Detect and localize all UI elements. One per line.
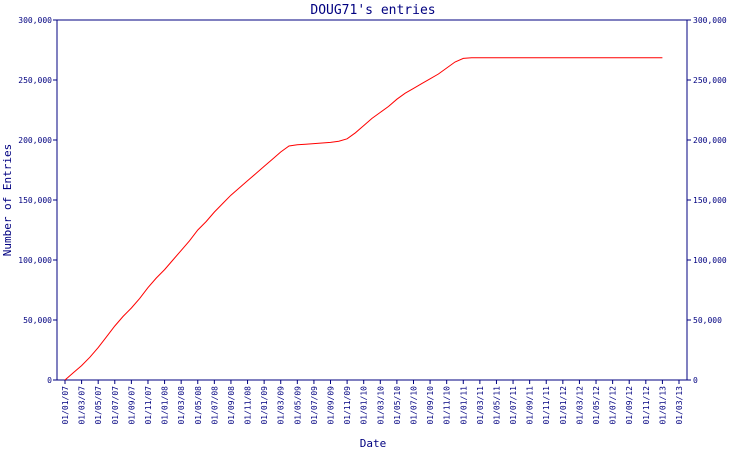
x-tick-label: 01/05/11: [492, 386, 501, 425]
y-tick-label-right: 150,000: [693, 196, 727, 205]
x-tick-label: 01/11/08: [244, 386, 253, 425]
y-tick-label-left: 200,000: [18, 136, 52, 145]
x-tick-label: 01/07/11: [509, 386, 518, 425]
x-tick-label: 01/05/12: [592, 386, 601, 425]
y-tick-label-left: 300,000: [18, 16, 52, 25]
x-tick-label: 01/07/07: [111, 386, 120, 425]
y-tick-label-right: 300,000: [693, 16, 727, 25]
y-tick-label-right: 250,000: [693, 76, 727, 85]
y-axis-left: 0 50,000 100,000 150,000 200,000 250,000 300,0…: [18, 16, 57, 385]
x-tick-label: 01/11/10: [443, 386, 452, 425]
x-tick-label: 01/05/08: [194, 386, 203, 425]
x-tick-label: 01/11/07: [144, 386, 153, 425]
x-tick-label: 01/09/12: [625, 386, 634, 425]
y-tick-label-right: 0: [693, 376, 698, 385]
x-tick-label: 01/05/10: [393, 386, 402, 425]
x-tick-label: 01/11/12: [642, 386, 651, 425]
x-tick-label: 01/01/09: [260, 386, 269, 425]
x-tick-label: 01/03/12: [575, 386, 584, 425]
y-tick-label-right: 200,000: [693, 136, 727, 145]
x-tick-label: 01/09/07: [127, 386, 136, 425]
x-tick-label: 01/09/10: [426, 386, 435, 425]
x-tick-label: 01/01/10: [360, 386, 369, 425]
x-tick-label: 01/03/10: [376, 386, 385, 425]
x-axis: 01/01/07 01/03/07 01/05/07 01/07/07 01/09/07…: [61, 380, 684, 425]
x-tick-label: 01/03/07: [78, 386, 87, 425]
x-tick-label: 01/01/12: [559, 386, 568, 425]
x-tick-label: 01/11/09: [343, 386, 352, 425]
x-axis-label: Date: [360, 437, 387, 450]
y-tick-label-right: 100,000: [693, 256, 727, 265]
y-tick-label-left: 150,000: [18, 196, 52, 205]
x-tick-label: 01/01/07: [61, 386, 70, 425]
y-axis-right: 0 50,000 100,000 150,000 200,000 250,000 300,0…: [687, 16, 727, 385]
chart-title: DOUG71's entries: [310, 3, 435, 18]
x-tick-label: 01/03/13: [675, 386, 684, 425]
x-tick-label: 01/03/11: [476, 386, 485, 425]
x-tick-label: 01/07/09: [310, 386, 319, 425]
x-tick-label: 01/09/11: [526, 386, 535, 425]
x-tick-label: 01/01/13: [658, 386, 667, 425]
x-tick-label: 01/03/08: [177, 386, 186, 425]
plot-area-frame: [56, 19, 688, 381]
series-line: [64, 57, 663, 381]
y-tick-label-left: 0: [47, 376, 52, 385]
x-tick-label: 01/07/10: [409, 386, 418, 425]
x-tick-label: 01/05/07: [94, 386, 103, 425]
y-tick-label-left: 100,000: [18, 256, 52, 265]
x-tick-label: 01/11/11: [542, 386, 551, 425]
x-tick-label: 01/09/08: [227, 386, 236, 425]
y-tick-label-right: 50,000: [693, 316, 722, 325]
x-tick-label: 01/03/09: [277, 386, 286, 425]
y-tick-label-left: 50,000: [23, 316, 52, 325]
y-axis-label: Number of Entries: [1, 144, 14, 257]
x-tick-label: 01/09/09: [327, 386, 336, 425]
x-tick-label: 01/01/08: [161, 386, 170, 425]
x-tick-label: 01/07/08: [210, 386, 219, 425]
y-tick-label-left: 250,000: [18, 76, 52, 85]
x-tick-label: 01/01/11: [459, 386, 468, 425]
x-tick-label: 01/07/12: [609, 386, 618, 425]
x-tick-label: 01/05/09: [293, 386, 302, 425]
